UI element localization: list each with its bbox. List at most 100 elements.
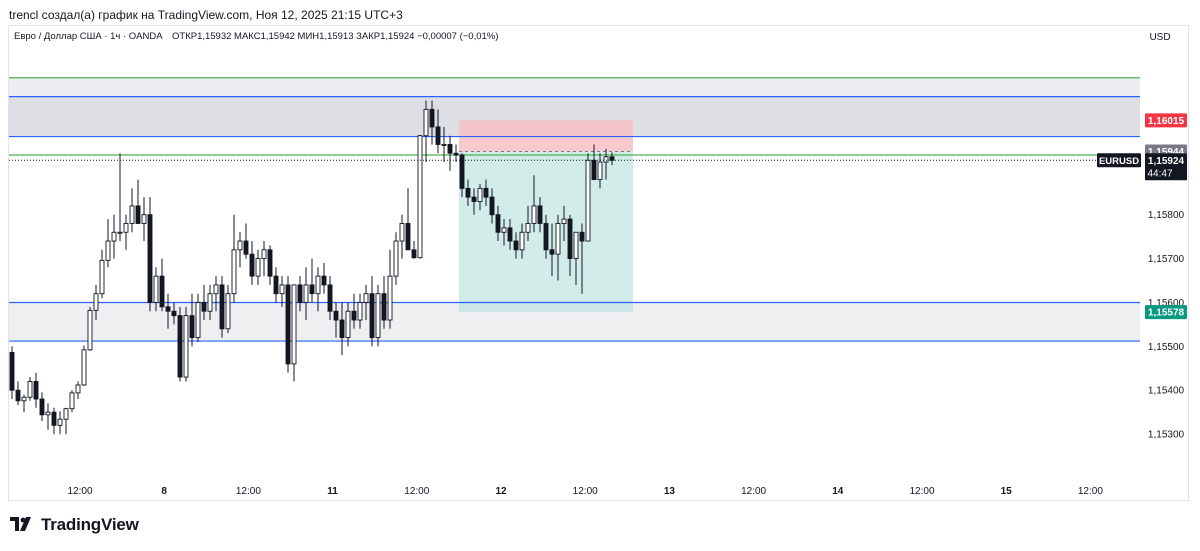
candle[interactable] [369, 276, 375, 347]
candle[interactable] [267, 245, 273, 285]
candle[interactable] [441, 126, 447, 163]
candle[interactable] [495, 205, 501, 242]
candle[interactable] [279, 276, 285, 307]
candle[interactable] [297, 276, 303, 312]
candle[interactable] [567, 214, 573, 277]
candle[interactable] [423, 100, 429, 163]
candle[interactable] [255, 249, 261, 285]
chart-frame[interactable] [8, 25, 1189, 501]
candle[interactable] [123, 214, 129, 250]
candle[interactable] [45, 403, 51, 430]
candle[interactable] [117, 153, 123, 242]
candle[interactable] [81, 345, 87, 386]
candle[interactable] [507, 219, 513, 250]
candle[interactable] [453, 144, 459, 163]
candle[interactable] [603, 148, 609, 180]
candle[interactable] [471, 188, 477, 215]
candle[interactable] [465, 179, 471, 206]
candle[interactable] [345, 302, 351, 347]
candle[interactable] [237, 232, 243, 268]
candle[interactable] [93, 284, 99, 321]
candle[interactable] [537, 197, 543, 233]
candle[interactable] [555, 214, 561, 281]
candle[interactable] [153, 267, 159, 312]
candle[interactable] [183, 306, 189, 382]
candle[interactable] [195, 293, 201, 342]
candle[interactable] [501, 219, 507, 246]
candle[interactable] [489, 188, 495, 224]
candle[interactable] [159, 258, 165, 312]
candle[interactable] [399, 214, 405, 259]
candle[interactable] [447, 135, 453, 171]
candle[interactable] [531, 175, 537, 233]
candle[interactable] [147, 197, 153, 312]
candle[interactable] [519, 223, 525, 259]
candle[interactable] [333, 302, 339, 338]
candle[interactable] [381, 276, 387, 329]
candle[interactable] [27, 377, 33, 401]
candle[interactable] [171, 302, 177, 325]
candle[interactable] [585, 153, 591, 242]
candle[interactable] [189, 293, 195, 347]
candle[interactable] [387, 249, 393, 329]
candle[interactable] [99, 249, 105, 299]
candle[interactable] [411, 241, 417, 259]
stop-loss-area[interactable] [459, 120, 633, 152]
candle[interactable] [315, 267, 321, 312]
candle[interactable] [417, 134, 423, 259]
candle[interactable] [33, 372, 39, 408]
candle[interactable] [87, 306, 93, 351]
candle[interactable] [579, 223, 585, 294]
candle[interactable] [573, 231, 579, 285]
candle[interactable] [429, 100, 435, 145]
candle[interactable] [135, 179, 141, 224]
currency-label[interactable]: USD [1149, 32, 1170, 43]
candle[interactable] [51, 407, 57, 435]
candle[interactable] [483, 179, 489, 206]
candle[interactable] [261, 241, 267, 277]
candle[interactable] [231, 214, 237, 303]
candle[interactable] [201, 284, 207, 321]
candle[interactable] [225, 284, 231, 334]
candle[interactable] [207, 284, 213, 321]
candle[interactable] [177, 306, 183, 382]
candle[interactable] [357, 293, 363, 329]
candle[interactable] [111, 214, 117, 259]
candle[interactable] [327, 276, 333, 321]
candle[interactable] [351, 293, 357, 329]
candle[interactable] [75, 381, 81, 400]
candle[interactable] [273, 267, 279, 303]
candle[interactable] [105, 219, 111, 268]
candle[interactable] [303, 267, 309, 321]
candle[interactable] [57, 411, 63, 435]
candle[interactable] [129, 188, 135, 233]
candle[interactable] [525, 205, 531, 242]
candle[interactable] [309, 258, 315, 303]
candle[interactable] [561, 205, 567, 242]
candle[interactable] [285, 276, 291, 373]
candle[interactable] [375, 284, 381, 347]
candle[interactable] [549, 223, 555, 277]
candle[interactable] [405, 188, 411, 251]
candle[interactable] [597, 153, 603, 189]
candle[interactable] [69, 390, 75, 413]
candle[interactable] [15, 381, 21, 406]
candle[interactable] [435, 109, 441, 154]
candle[interactable] [393, 232, 399, 285]
candle[interactable] [543, 214, 549, 259]
candle[interactable] [363, 284, 369, 321]
candle[interactable] [141, 197, 147, 242]
candle[interactable] [21, 394, 27, 413]
candle[interactable] [321, 262, 327, 294]
candle[interactable] [477, 183, 483, 211]
candle[interactable] [291, 284, 297, 382]
candle[interactable] [243, 223, 249, 259]
legend-symbol[interactable]: Евро / Доллар США · 1ч · OANDA [14, 31, 163, 42]
candle[interactable] [249, 241, 255, 285]
candle[interactable] [63, 407, 69, 435]
candle[interactable] [9, 346, 15, 400]
candle[interactable] [213, 276, 219, 312]
candle[interactable] [165, 293, 171, 329]
candle[interactable] [339, 302, 345, 356]
